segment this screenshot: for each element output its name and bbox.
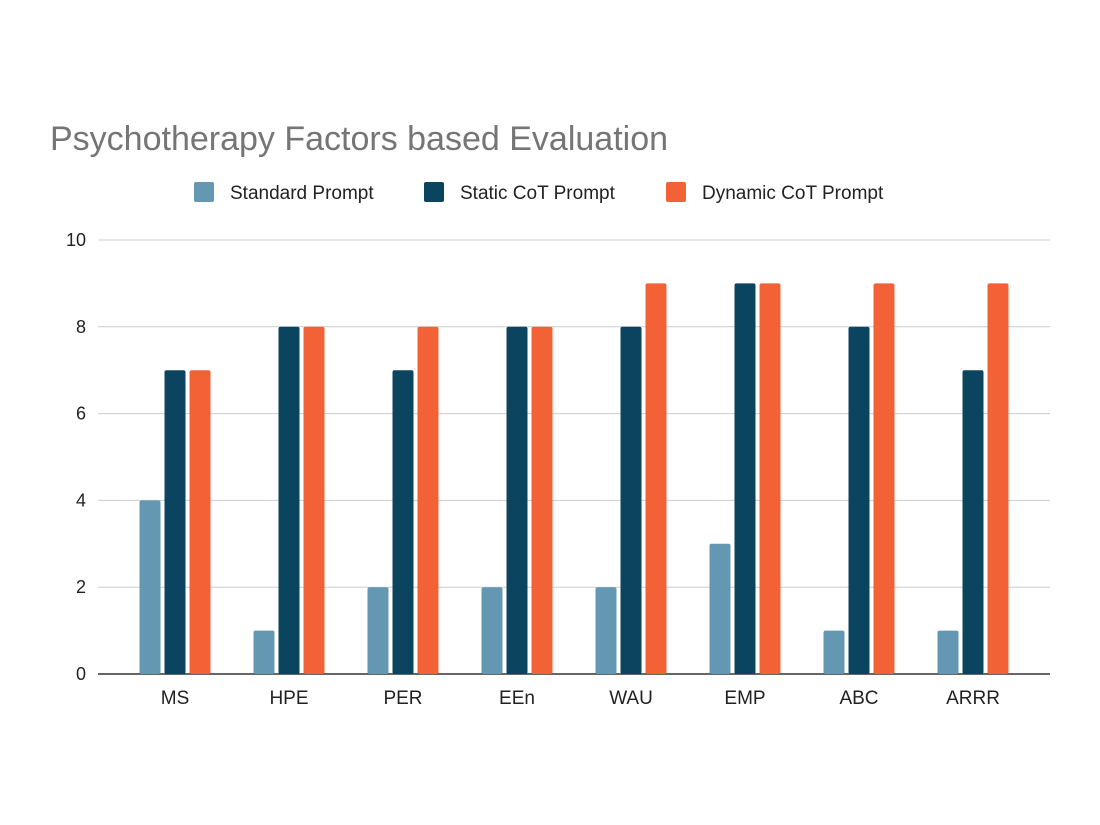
bar xyxy=(417,326,439,674)
x-tick-label: ABC xyxy=(839,688,878,709)
bar xyxy=(531,326,553,674)
x-tick-label: HPE xyxy=(269,688,308,709)
bar xyxy=(253,630,275,674)
x-tick-label: PER xyxy=(383,688,422,709)
y-tick-label: 10 xyxy=(66,230,86,250)
legend-label: Standard Prompt xyxy=(230,183,374,204)
bar xyxy=(620,326,642,674)
bar xyxy=(709,543,731,674)
bar xyxy=(645,283,667,674)
x-tick-label: ARRR xyxy=(946,688,1000,709)
bar xyxy=(278,326,300,674)
bar xyxy=(734,283,756,674)
x-tick-label: MS xyxy=(161,688,190,709)
bar xyxy=(189,370,211,674)
x-axis: MS HPE PER EEn WAU EMP ABC ARRR xyxy=(161,688,1000,709)
legend-swatch xyxy=(424,182,444,202)
bar xyxy=(139,500,161,674)
bar xyxy=(392,370,414,674)
y-axis: 0 2 4 6 8 10 xyxy=(66,230,86,684)
chart-title: Psychotherapy Factors based Evaluation xyxy=(50,120,668,158)
bar xyxy=(481,587,503,674)
bar xyxy=(873,283,895,674)
bar xyxy=(937,630,959,674)
bar xyxy=(367,587,389,674)
grid xyxy=(98,239,1050,675)
bar xyxy=(506,326,528,674)
bar xyxy=(987,283,1009,674)
y-tick-label: 2 xyxy=(76,577,86,597)
bar xyxy=(759,283,781,674)
x-tick-label: EMP xyxy=(724,688,765,709)
x-tick-label: EEn xyxy=(499,688,535,709)
bar xyxy=(303,326,325,674)
legend-swatch xyxy=(194,182,214,202)
y-tick-label: 4 xyxy=(76,490,86,510)
x-tick-label: WAU xyxy=(609,688,653,709)
bar xyxy=(823,630,845,674)
bar xyxy=(595,587,617,674)
legend: Standard Prompt Static CoT Prompt Dynamic … xyxy=(194,182,884,204)
bar xyxy=(164,370,186,674)
y-tick-label: 0 xyxy=(76,664,86,684)
y-tick-label: 6 xyxy=(76,404,86,424)
legend-label: Dynamic CoT Prompt xyxy=(702,183,884,204)
y-tick-label: 8 xyxy=(76,317,86,337)
bar xyxy=(848,326,870,674)
legend-label: Static CoT Prompt xyxy=(460,183,616,204)
legend-swatch xyxy=(666,182,686,202)
bar xyxy=(962,370,984,674)
bars xyxy=(139,283,1009,674)
